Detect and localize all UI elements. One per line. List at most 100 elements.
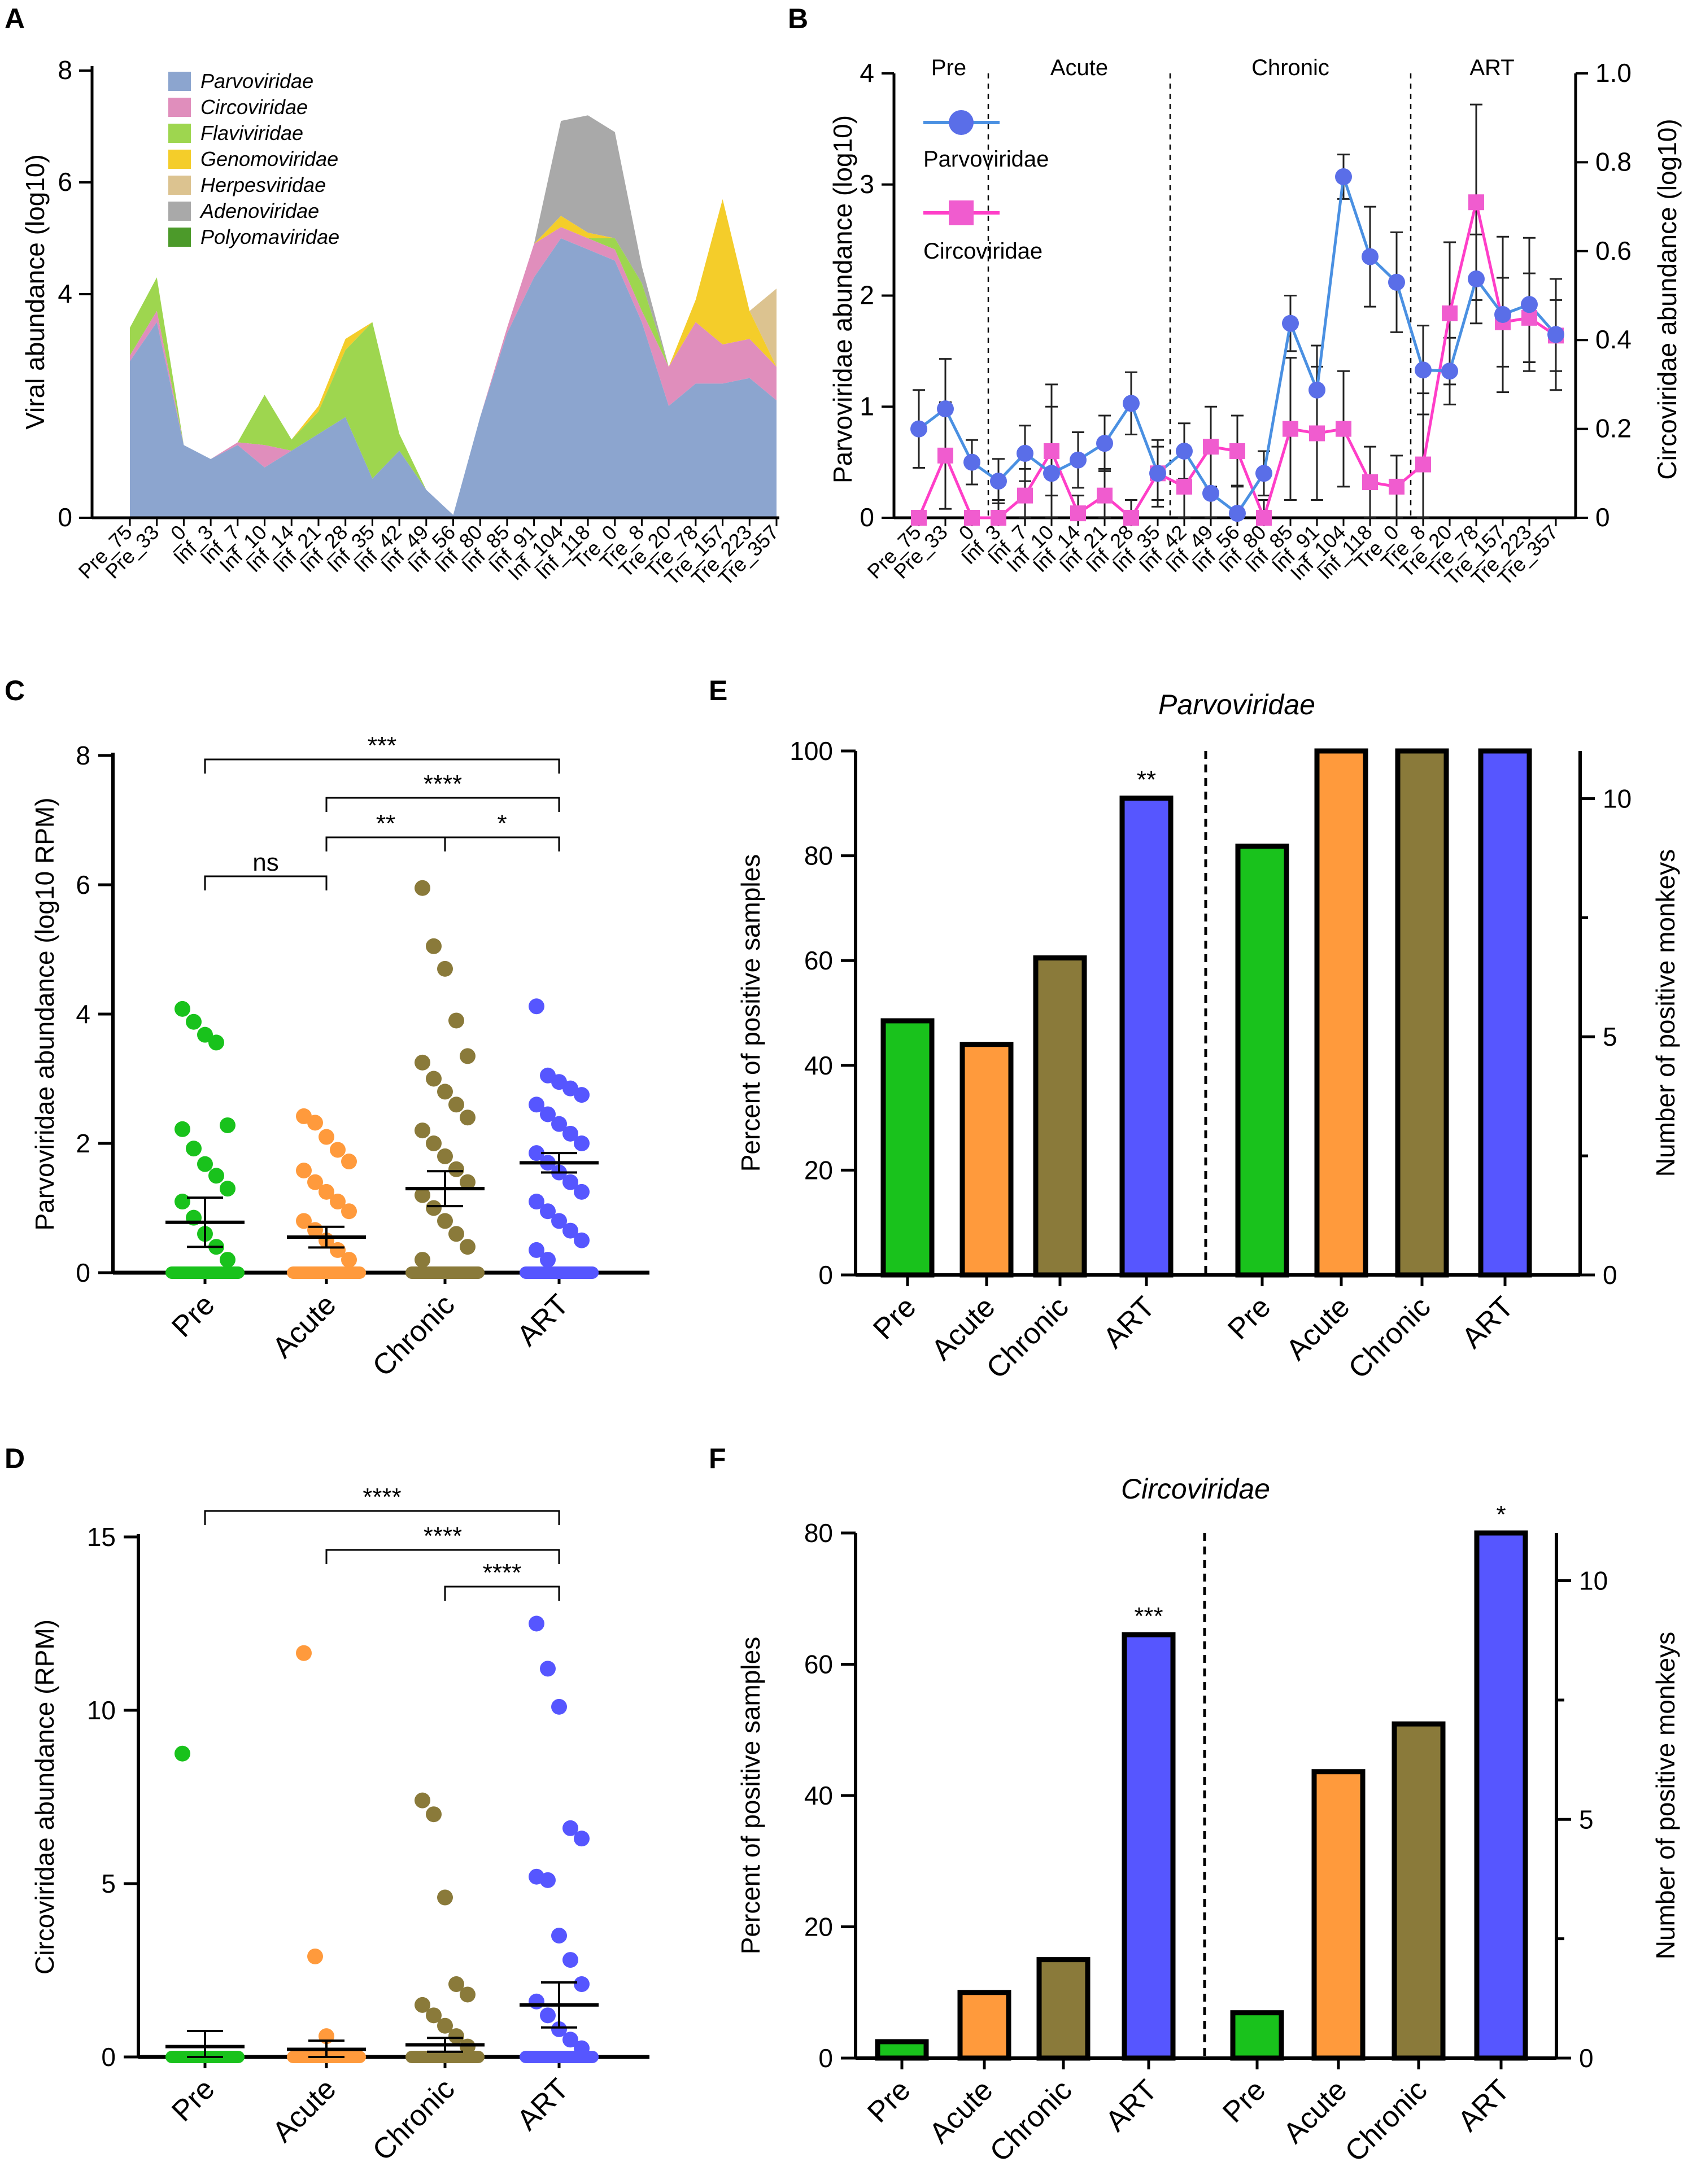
y2-tick-label: 0.8	[1595, 147, 1632, 176]
legend-label-genomoviridae: Genomoviridae	[200, 147, 338, 171]
x-tick-label-acute: Acute	[266, 1288, 342, 1364]
y-axis-label: Percent of positive samples	[736, 1637, 765, 1955]
y-tick-label: 20	[804, 1155, 833, 1185]
chart-title: Parvoviridae	[1158, 689, 1315, 720]
marker-circoviridae	[1389, 478, 1405, 495]
y2-tick-label: 0	[1579, 2043, 1594, 2073]
bar-percent-art	[1119, 796, 1174, 1278]
y-axis-label: Percent of positive samples	[736, 854, 765, 1172]
y-tick-label: 3	[860, 169, 874, 199]
phase-label: Chronic	[1251, 55, 1329, 80]
data-point-chronic	[460, 1174, 476, 1190]
bar-percent-pre	[875, 2039, 929, 2061]
data-point-chronic	[415, 880, 430, 896]
data-point-art	[562, 1952, 578, 1968]
data-point-art	[574, 1976, 590, 1993]
marker-circoviridae	[1123, 510, 1139, 526]
chart-title: Circoviridae	[1121, 1473, 1270, 1505]
significance-bracket	[204, 1510, 560, 1525]
data-point-chronic	[437, 1084, 453, 1100]
x-tick-label-pre: Pre	[165, 1288, 221, 1343]
y-tick-label: 5	[101, 1869, 116, 1898]
data-point-art	[540, 1106, 556, 1122]
marker-parvoviridae	[990, 473, 1007, 490]
y-tick-label: 4	[860, 58, 874, 88]
x-tick-label-art: ART	[511, 1288, 575, 1352]
data-point-pre	[175, 1194, 190, 1210]
y-tick-label: 0	[860, 503, 874, 532]
data-point-chronic	[437, 1148, 453, 1164]
data-point-chronic	[460, 2038, 476, 2055]
x-tick-label-pre: Pre	[165, 2072, 221, 2128]
data-point-art	[540, 1252, 556, 1268]
data-point-pre	[220, 1181, 235, 1197]
y2-axis-label: Number of positive monkeys	[1651, 849, 1680, 1177]
marker-circoviridae	[1256, 510, 1272, 526]
legend-label-circoviridae: Circoviridae	[200, 95, 308, 119]
data-point-chronic	[426, 1135, 442, 1151]
data-point-pre	[220, 1117, 235, 1133]
y-tick-label: 0	[76, 1258, 90, 1287]
marker-parvoviridae	[1176, 442, 1193, 460]
bar-monkeys-pre	[1235, 844, 1289, 1278]
bar-monkeys-art	[1474, 1530, 1528, 2061]
data-point-art	[529, 1194, 544, 1210]
marker-circoviridae	[1283, 421, 1298, 437]
legend-label-flaviviridae: Flaviviridae	[200, 121, 303, 145]
significance-label: ****	[483, 1559, 522, 1587]
significance-bracket	[325, 836, 446, 851]
data-point-art	[574, 1135, 590, 1151]
data-point-art	[529, 1993, 544, 2010]
data-point-chronic	[437, 1213, 453, 1229]
marker-circoviridae	[1362, 474, 1378, 491]
data-point-art	[574, 1232, 590, 1248]
data-point-art	[551, 2021, 567, 2037]
marker-parvoviridae	[1070, 451, 1087, 469]
data-point-art	[529, 1097, 544, 1113]
x-tick-label-pre: Pre	[867, 1290, 922, 1346]
marker-parvoviridae	[1229, 505, 1246, 522]
data-point-acute	[330, 1194, 346, 1210]
significance-label: ***	[1134, 1602, 1163, 1630]
marker-parvoviridae	[1096, 435, 1113, 452]
panel-e-bar-chart: Parvoviridae 0 20 40 60 80 100 0 5 10 Percent of p…	[736, 689, 1680, 1385]
y-tick-label: 60	[804, 1650, 833, 1679]
data-point-chronic	[460, 1048, 476, 1064]
y-tick-label: 40	[804, 1051, 833, 1080]
marker-circoviridae	[1442, 305, 1458, 321]
y-tick-label: 15	[87, 1522, 116, 1552]
marker-parvoviridae	[910, 420, 927, 438]
marker-parvoviridae	[1441, 362, 1458, 380]
zero-cluster-acute	[287, 1266, 366, 1279]
marker-circoviridae	[1070, 505, 1086, 522]
data-point-chronic	[415, 1054, 430, 1071]
x-tick-label-pre: Pre	[861, 2073, 917, 2129]
marker-circoviridae	[1176, 478, 1192, 495]
data-point-chronic	[426, 938, 442, 954]
significance-bracket	[325, 1549, 560, 1564]
data-point-acute	[296, 1213, 312, 1229]
data-point-art	[551, 1116, 567, 1132]
y2-tick-label: 0.6	[1595, 236, 1632, 265]
bar-percent-pre	[880, 1018, 935, 1278]
data-point-art	[540, 1661, 556, 1677]
panel-label-b: B	[788, 3, 808, 34]
zero-cluster-chronic	[405, 1266, 485, 1279]
x-tick-label-chronic: Chronic	[367, 2072, 461, 2167]
area-flaviviridae	[130, 227, 777, 516]
data-point-pre	[197, 1156, 213, 1172]
y-axis-label: Viral abundance (log10)	[20, 154, 50, 430]
data-point-acute	[330, 1142, 346, 1158]
marker-parvoviridae	[963, 453, 980, 471]
legend-swatch-flaviviridae	[168, 124, 191, 143]
data-point-chronic	[426, 1806, 442, 1823]
data-point-chronic	[448, 1012, 464, 1029]
data-point-pre	[220, 1252, 235, 1268]
data-point-chronic	[460, 1986, 476, 2003]
marker-circoviridae	[1336, 421, 1351, 437]
data-point-pre	[208, 1168, 224, 1184]
x-tick-label-chronic: Chronic	[984, 2073, 1079, 2168]
significance-bracket	[444, 836, 560, 851]
y2-tick-label: 1.0	[1595, 58, 1632, 88]
data-point-acute	[307, 1948, 323, 1964]
